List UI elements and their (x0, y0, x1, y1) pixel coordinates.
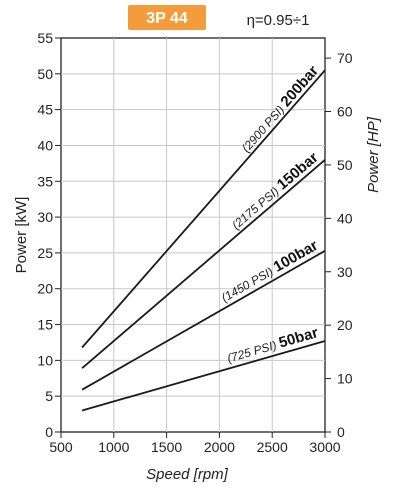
y-tick-label: 10 (37, 352, 53, 368)
efficiency-label: η=0.95÷1 (247, 12, 310, 29)
y-tick-label: 20 (37, 281, 53, 297)
y-tick-label: 55 (37, 30, 53, 46)
model-badge (128, 5, 206, 30)
y-tick-label: 0 (45, 424, 53, 440)
y2-tick-label: 60 (337, 104, 353, 120)
y-tick-label: 40 (37, 137, 53, 153)
header: 3P 44 η=0.95÷1 (128, 5, 309, 30)
x-axis-title: Speed [rpm] (146, 466, 229, 483)
x-tick-label: 1000 (98, 439, 129, 455)
y2-tick-label: 10 (337, 371, 353, 387)
x-tick-label: 3000 (309, 439, 340, 455)
x-tick-label: 500 (49, 439, 73, 455)
y-tick-label: 5 (45, 388, 53, 404)
grid (61, 38, 325, 432)
series-line-50bar (81, 340, 326, 412)
y-tick-label: 15 (37, 317, 53, 333)
y2-tick-label: 20 (337, 317, 353, 333)
y2-tick-label: 50 (337, 157, 353, 173)
y-tick-label: 35 (37, 173, 53, 189)
x-tick-label: 2500 (257, 439, 288, 455)
y-tick-label: 25 (37, 245, 53, 261)
y-axis-ticks: 0 5 10 15 20 25 30 35 40 45 50 55 (37, 30, 61, 440)
y-tick-label: 45 (37, 102, 53, 118)
y-tick-label: 30 (37, 209, 53, 225)
y2-axis-ticks: 0 10 20 30 40 50 60 70 (325, 50, 353, 440)
y2-tick-label: 70 (337, 50, 353, 66)
y2-tick-label: 40 (337, 210, 353, 226)
x-tick-label: 1500 (151, 439, 182, 455)
series-line-200bar (81, 69, 326, 349)
x-axis-ticks: 500 1000 1500 2000 2500 3000 (49, 432, 341, 455)
y-axis-title: Power [kW] (13, 197, 30, 274)
y2-tick-label: 30 (337, 264, 353, 280)
series-line-150bar (81, 159, 326, 369)
series-line-100bar (81, 250, 326, 391)
y-tick-label: 50 (37, 66, 53, 82)
y2-axis-title: Power [HP] (365, 116, 382, 193)
y2-tick-label: 0 (337, 424, 345, 440)
plot-area (60, 37, 326, 433)
x-tick-label: 2000 (204, 439, 235, 455)
model-badge-label: 3P 44 (146, 10, 188, 27)
